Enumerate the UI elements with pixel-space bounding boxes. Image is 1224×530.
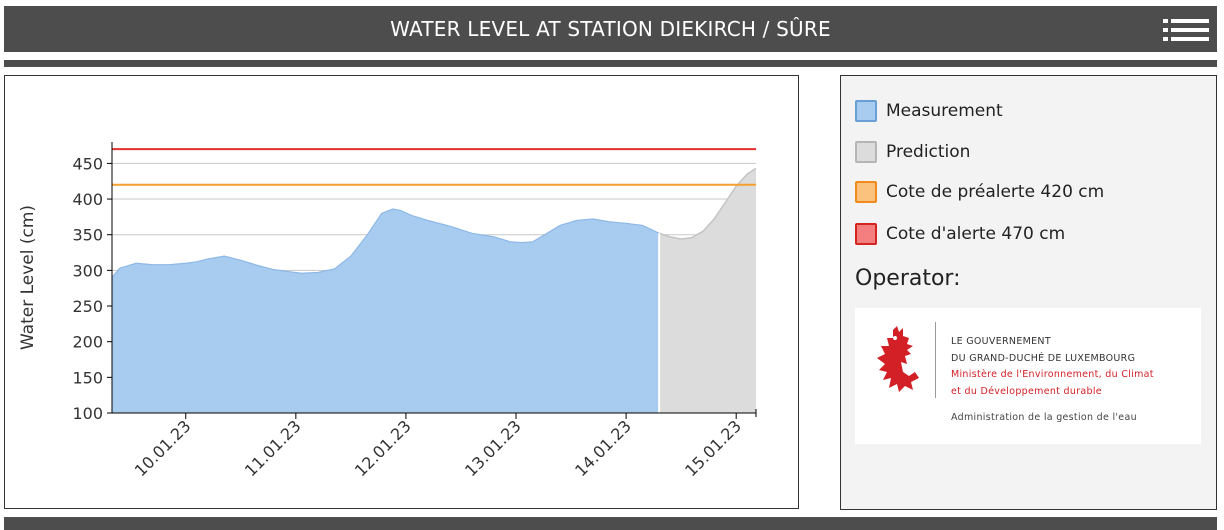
y-tick-label-200: 200: [72, 333, 103, 352]
legend-swatch-alert: [855, 223, 877, 245]
page-title: WATER LEVEL AT STATION DIEKIRCH / SÛRE: [390, 17, 831, 41]
y-tick-label-300: 300: [72, 261, 103, 280]
header-bar: WATER LEVEL AT STATION DIEKIRCH / SÛRE: [4, 6, 1217, 52]
legend-label-prediction: Prediction: [886, 142, 971, 162]
logo-line-5: Administration de la gestion de l'eau: [951, 412, 1137, 423]
footer-bar: [4, 517, 1217, 530]
header-divider: [4, 60, 1217, 67]
lion-emblem-icon: [877, 326, 919, 392]
water-level-chart: 100 150 200 250 300 350 400 450 10.01.23 11.01.23…: [18, 142, 757, 480]
y-tick-label-400: 400: [72, 190, 103, 209]
chart-panel: 100 150 200 250 300 350 400 450 10.01.23 11.01.23…: [4, 75, 799, 509]
logo-line-3: Ministère de l'Environnement, du Climat: [951, 369, 1154, 380]
legend-swatch-prediction: [855, 141, 877, 163]
legend-item-measurement: Measurement: [855, 100, 1003, 122]
legend-panel: Measurement Prediction Cote de préalerte…: [840, 75, 1217, 510]
x-tick-label-1: 11.01.23: [241, 416, 305, 480]
prediction-area: [659, 168, 756, 413]
prediction-line: [658, 167, 757, 240]
y-tick-label-450: 450: [72, 154, 103, 173]
measurement-area: [112, 209, 660, 413]
y-tick-label-350: 350: [72, 226, 103, 245]
x-tick-label-5: 15.01.23: [681, 416, 745, 480]
logo-divider: [935, 322, 936, 398]
legend-item-alert: Cote d'alerte 470 cm: [855, 223, 1065, 245]
x-tick-label-0: 10.01.23: [131, 416, 195, 480]
measurement-line: [111, 208, 660, 278]
legend-item-prediction: Prediction: [855, 141, 970, 163]
legend-item-prealert: Cote de préalerte 420 cm: [855, 181, 1104, 203]
government-logo[interactable]: LE GOUVERNEMENT DU GRAND-DUCHÉ DE LUXEMB…: [855, 308, 1201, 444]
y-tick-label-150: 150: [72, 368, 103, 387]
y-tick-label-250: 250: [72, 297, 103, 316]
y-axis-label: Water Level (cm): [18, 205, 38, 350]
menu-icon[interactable]: [1161, 16, 1211, 44]
y-tick-label-100: 100: [72, 404, 103, 423]
logo-line-4: et du Développement durable: [951, 386, 1102, 397]
operator-label: Operator:: [855, 266, 961, 291]
legend-label-alert: Cote d'alerte 470 cm: [886, 224, 1066, 244]
legend-label-prealert: Cote de préalerte 420 cm: [886, 182, 1105, 202]
legend-swatch-measurement: [855, 100, 877, 122]
logo-line-2: DU GRAND-DUCHÉ DE LUXEMBOURG: [951, 353, 1136, 364]
x-tick-label-4: 14.01.23: [571, 416, 635, 480]
logo-line-1: LE GOUVERNEMENT: [951, 336, 1051, 347]
legend-swatch-prealert: [855, 181, 877, 203]
x-tick-label-2: 12.01.23: [351, 416, 415, 480]
x-tick-label-3: 13.01.23: [461, 416, 525, 480]
legend-label-measurement: Measurement: [886, 101, 1003, 121]
